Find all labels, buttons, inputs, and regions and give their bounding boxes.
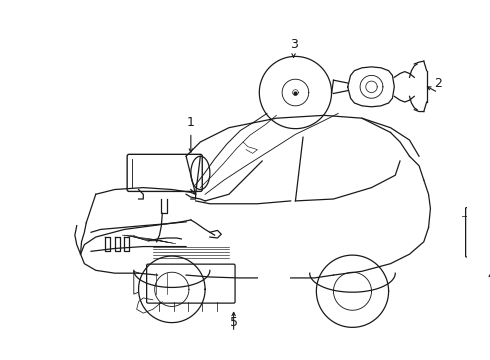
Text: 1: 1 xyxy=(187,116,195,130)
Text: 2: 2 xyxy=(434,77,442,90)
Text: 3: 3 xyxy=(290,39,297,51)
Text: 5: 5 xyxy=(230,316,238,329)
Text: 4: 4 xyxy=(488,269,490,282)
